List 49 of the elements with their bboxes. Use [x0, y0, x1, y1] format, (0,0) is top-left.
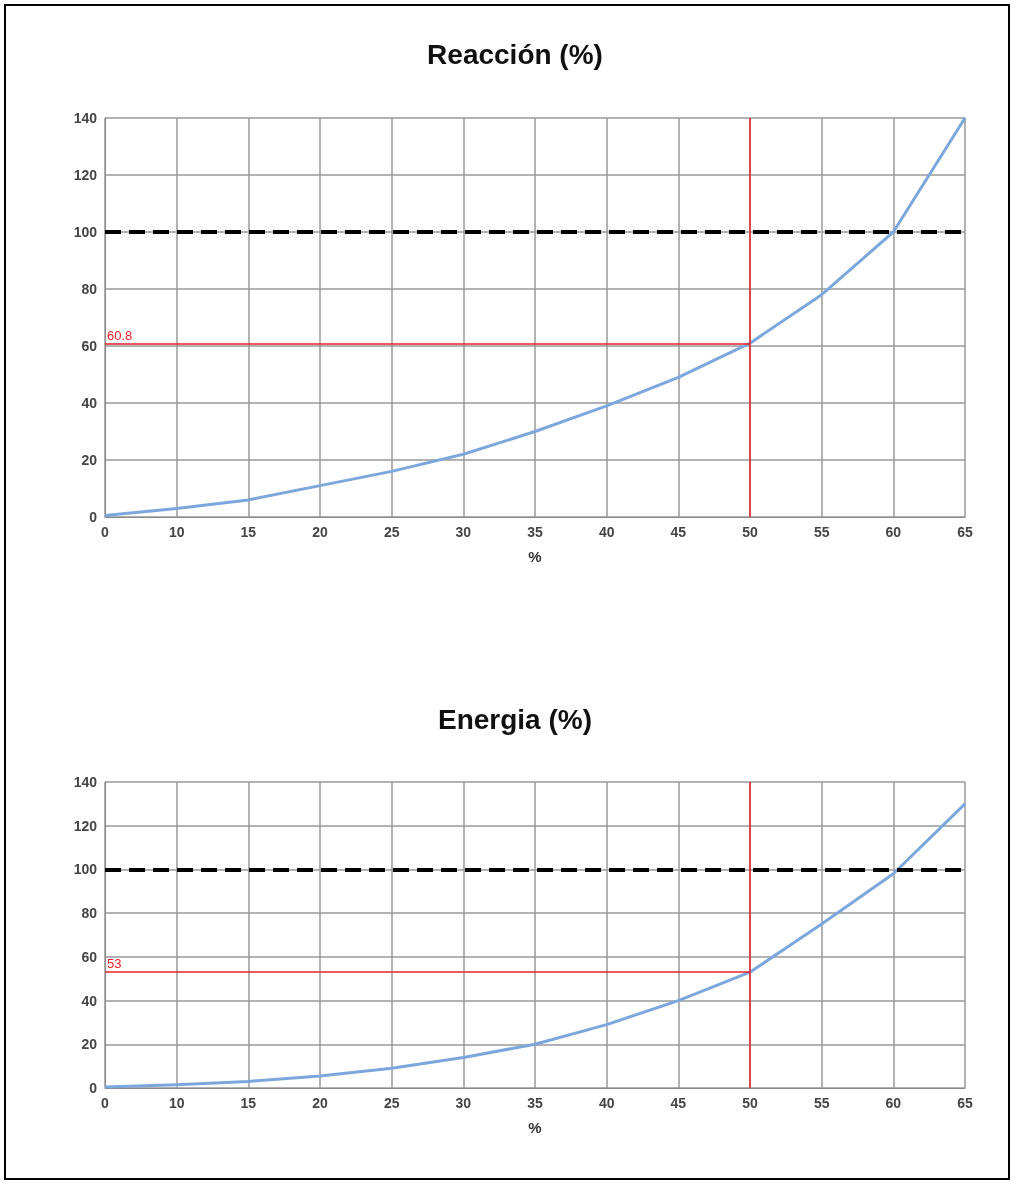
y-tick-label: 60: [81, 338, 98, 354]
x-tick-label: 50: [742, 1095, 758, 1111]
x-tick-label: 15: [240, 524, 257, 540]
y-tick-label: 40: [81, 395, 98, 411]
y-tick-label: 140: [73, 110, 98, 126]
y-tick-label: 20: [81, 1036, 98, 1053]
x-tick-label: 55: [813, 1095, 830, 1111]
x-axis-title: %: [528, 1119, 542, 1136]
x-tick-label: 0: [101, 524, 110, 540]
y-tick-label: 80: [81, 905, 98, 922]
x-tick-label: 50: [742, 524, 758, 540]
y-tick-label: 20: [81, 452, 98, 468]
x-tick-label: 55: [813, 524, 830, 540]
x-tick-label: 60: [885, 524, 902, 540]
x-tick-label: 45: [670, 524, 687, 540]
x-tick-label: 10: [168, 524, 185, 540]
x-tick-label: 40: [598, 1095, 615, 1111]
y-tick-label: 140: [73, 774, 98, 790]
x-tick-label: 65: [957, 524, 973, 540]
x-tick-label: 25: [383, 1095, 400, 1111]
y-tick-label: 100: [73, 224, 98, 240]
y-tick-label: 120: [73, 167, 98, 183]
y-tick-label: 0: [89, 509, 98, 525]
y-tick-label: 120: [73, 817, 98, 834]
y-tick-label: 100: [73, 861, 98, 878]
y-tick-label: 60: [81, 948, 98, 965]
x-tick-label: 30: [455, 1095, 472, 1111]
line-series: [103, 116, 967, 518]
x-tick-label: 0: [101, 1095, 110, 1111]
x-axis-title: %: [528, 548, 542, 565]
x-tick-label: 65: [957, 1095, 973, 1111]
x-tick-label: 45: [670, 1095, 687, 1111]
x-tick-label: 15: [240, 1095, 257, 1111]
x-tick-label: 25: [383, 524, 400, 540]
ref-line-label: 53: [107, 956, 122, 972]
x-tick-label: 20: [312, 524, 328, 540]
y-tick-label: 0: [89, 1080, 98, 1096]
x-tick-label: 35: [527, 524, 543, 540]
x-tick-label: 60: [885, 1095, 902, 1111]
chart-title: Energia (%): [437, 703, 593, 735]
x-tick-label: 30: [455, 524, 472, 540]
x-tick-label: 10: [168, 1095, 185, 1111]
y-tick-label: 40: [81, 992, 98, 1009]
ref-line-label: 60.8: [107, 327, 133, 343]
y-tick-label: 80: [81, 281, 98, 297]
x-tick-label: 35: [527, 1095, 543, 1111]
x-tick-label: 20: [312, 1095, 328, 1111]
x-tick-label: 40: [598, 524, 615, 540]
chart-title: Reacción (%): [427, 38, 603, 70]
